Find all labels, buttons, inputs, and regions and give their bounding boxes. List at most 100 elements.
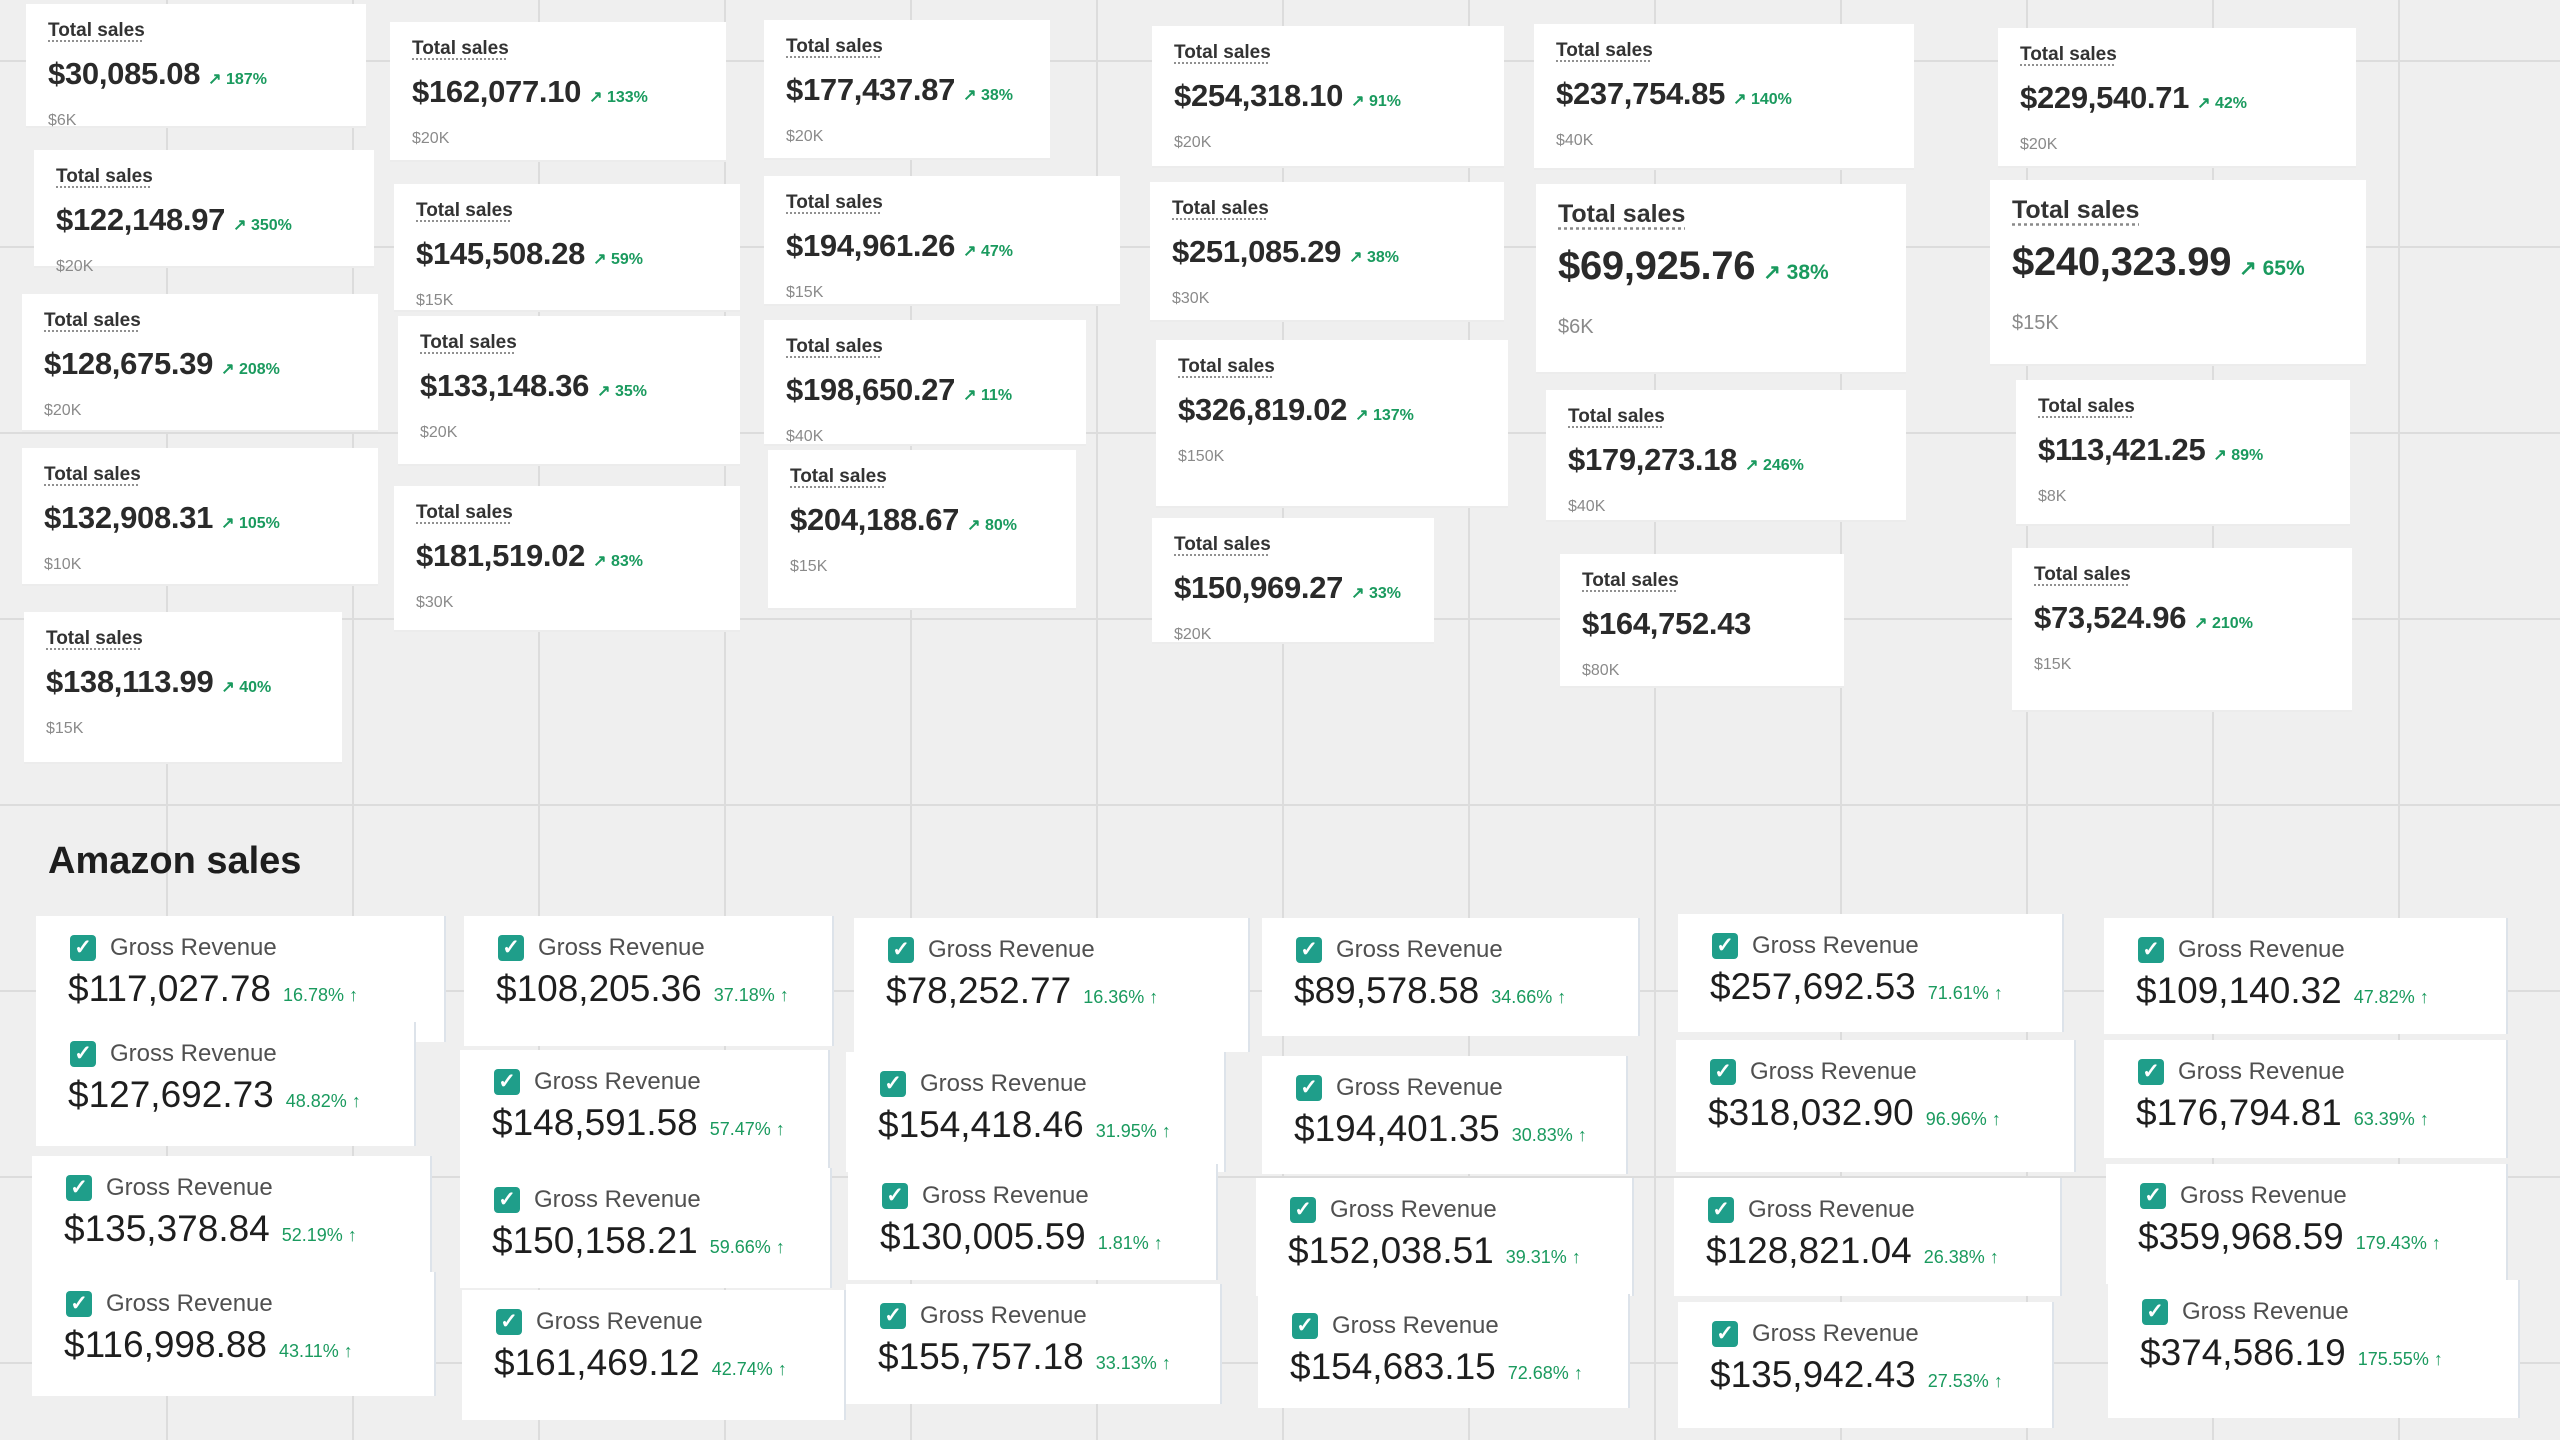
total-sales-label: Total sales: [416, 502, 513, 523]
gross-revenue-header: ✓ Gross Revenue: [1712, 932, 1919, 960]
gross-revenue-card[interactable]: ✓ Gross Revenue $154,418.46 31.95% ↑: [846, 1052, 1226, 1172]
total-sales-value: $179,273.18: [1568, 442, 1738, 477]
total-sales-card: Total sales $194,961.26 ↗ 47% $15K: [764, 176, 1120, 306]
checkbox-checked-icon[interactable]: ✓: [880, 1303, 906, 1329]
gross-revenue-card[interactable]: ✓ Gross Revenue $374,586.19 175.55% ↑: [2108, 1280, 2520, 1418]
gross-revenue-card[interactable]: ✓ Gross Revenue $127,692.73 48.82% ↑: [36, 1022, 416, 1146]
gross-revenue-card[interactable]: ✓ Gross Revenue $155,757.18 33.13% ↑: [846, 1284, 1222, 1404]
checkbox-checked-icon[interactable]: ✓: [1710, 1059, 1736, 1085]
gross-revenue-card[interactable]: ✓ Gross Revenue $148,591.58 57.47% ↑: [460, 1050, 830, 1168]
gross-revenue-change: 175.55% ↑: [2357, 1349, 2443, 1369]
gross-revenue-card[interactable]: ✓ Gross Revenue $89,578.58 34.66% ↑: [1262, 918, 1640, 1036]
total-sales-label: Total sales: [412, 38, 509, 59]
total-sales-value: $240,323.99: [2012, 240, 2232, 284]
gross-revenue-label: Gross Revenue: [1752, 1320, 1919, 1347]
gross-revenue-value: $130,005.59: [880, 1216, 1086, 1257]
gross-revenue-header: ✓ Gross Revenue: [2142, 1298, 2349, 1326]
gross-revenue-change: 59.66% ↑: [709, 1237, 785, 1257]
total-sales-card: Total sales $132,908.31 ↗ 105% $10K: [22, 448, 378, 586]
gross-revenue-value: $117,027.78: [68, 968, 272, 1009]
gross-revenue-card[interactable]: ✓ Gross Revenue $359,968.59 179.43% ↑: [2106, 1164, 2508, 1284]
total-sales-change: ↗ 38%: [1349, 249, 1399, 266]
checkbox-checked-icon[interactable]: ✓: [888, 937, 914, 963]
checkbox-checked-icon[interactable]: ✓: [1712, 1321, 1738, 1347]
checkbox-checked-icon[interactable]: ✓: [882, 1183, 908, 1209]
total-sales-row: $128,675.39 ↗ 208%: [44, 346, 280, 382]
checkbox-checked-icon[interactable]: ✓: [880, 1071, 906, 1097]
gross-revenue-change: 179.43% ↑: [2355, 1233, 2441, 1253]
axis-tick-label: $20K: [420, 424, 458, 441]
gross-revenue-label: Gross Revenue: [536, 1308, 703, 1335]
checkbox-checked-icon[interactable]: ✓: [494, 1069, 520, 1095]
gross-revenue-card[interactable]: ✓ Gross Revenue $318,032.90 96.96% ↑: [1676, 1040, 2076, 1172]
axis-tick-label: $30K: [1172, 290, 1210, 307]
checkbox-checked-icon[interactable]: ✓: [2142, 1299, 2168, 1325]
checkbox-checked-icon[interactable]: ✓: [1712, 933, 1738, 959]
gross-revenue-header: ✓ Gross Revenue: [880, 1070, 1087, 1098]
total-sales-change: ↗ 42%: [2197, 95, 2247, 112]
total-sales-value: $30,085.08: [48, 56, 201, 91]
total-sales-label: Total sales: [1582, 570, 1679, 591]
gross-revenue-header: ✓ Gross Revenue: [70, 934, 277, 962]
axis-tick-label: $150K: [1178, 448, 1225, 465]
gross-revenue-card[interactable]: ✓ Gross Revenue $135,942.43 27.53% ↑: [1678, 1302, 2054, 1428]
gross-revenue-label: Gross Revenue: [2178, 936, 2345, 963]
gross-revenue-card[interactable]: ✓ Gross Revenue $176,794.81 63.39% ↑: [2104, 1040, 2508, 1158]
checkbox-checked-icon[interactable]: ✓: [1292, 1313, 1318, 1339]
checkbox-checked-icon[interactable]: ✓: [2140, 1183, 2166, 1209]
gross-revenue-change: 47.82% ↑: [2353, 987, 2429, 1007]
total-sales-change: ↗ 35%: [597, 383, 647, 400]
checkbox-checked-icon[interactable]: ✓: [498, 935, 524, 961]
checkbox-checked-icon[interactable]: ✓: [70, 935, 96, 961]
total-sales-label: Total sales: [1558, 200, 1686, 228]
total-sales-value: $122,148.97: [56, 202, 226, 237]
checkbox-checked-icon[interactable]: ✓: [494, 1187, 520, 1213]
gross-revenue-label: Gross Revenue: [920, 1070, 1087, 1097]
gross-revenue-card[interactable]: ✓ Gross Revenue $109,140.32 47.82% ↑: [2104, 918, 2508, 1034]
checkbox-checked-icon[interactable]: ✓: [1296, 1075, 1322, 1101]
total-sales-change: ↗ 91%: [1351, 93, 1401, 110]
total-sales-row: $145,508.28 ↗ 59%: [416, 236, 643, 272]
gross-revenue-card[interactable]: ✓ Gross Revenue $161,469.12 42.74% ↑: [462, 1290, 846, 1420]
total-sales-label: Total sales: [2012, 196, 2140, 224]
total-sales-change: ↗ 83%: [593, 553, 643, 570]
axis-tick-label: $20K: [1174, 626, 1212, 643]
gross-revenue-card[interactable]: ✓ Gross Revenue $257,692.53 71.61% ↑: [1678, 914, 2064, 1032]
checkbox-checked-icon[interactable]: ✓: [496, 1309, 522, 1335]
gross-revenue-card[interactable]: ✓ Gross Revenue $116,998.88 43.11% ↑: [32, 1272, 436, 1396]
total-sales-value: $254,318.10: [1174, 78, 1344, 113]
checkbox-checked-icon[interactable]: ✓: [2138, 937, 2164, 963]
gross-revenue-card[interactable]: ✓ Gross Revenue $108,205.36 37.18% ↑: [464, 916, 834, 1046]
gross-revenue-card[interactable]: ✓ Gross Revenue $130,005.59 1.81% ↑: [848, 1164, 1218, 1280]
gross-revenue-card[interactable]: ✓ Gross Revenue $117,027.78 16.78% ↑: [36, 916, 446, 1042]
total-sales-change: ↗ 59%: [593, 251, 643, 268]
axis-tick-label: $20K: [44, 402, 82, 419]
checkbox-checked-icon[interactable]: ✓: [1290, 1197, 1316, 1223]
total-sales-change: ↗ 137%: [1355, 407, 1414, 424]
gross-revenue-label: Gross Revenue: [534, 1068, 701, 1095]
checkbox-checked-icon[interactable]: ✓: [70, 1041, 96, 1067]
total-sales-value: $204,188.67: [790, 502, 960, 537]
gross-revenue-header: ✓ Gross Revenue: [2140, 1182, 2347, 1210]
total-sales-label: Total sales: [1556, 40, 1653, 61]
checkbox-checked-icon[interactable]: ✓: [1296, 937, 1322, 963]
gross-revenue-card[interactable]: ✓ Gross Revenue $78,252.77 16.36% ↑: [854, 918, 1250, 1052]
gross-revenue-card[interactable]: ✓ Gross Revenue $154,683.15 72.68% ↑: [1258, 1294, 1630, 1408]
total-sales-value: $138,113.99: [46, 664, 214, 699]
total-sales-change: ↗ 40%: [221, 679, 272, 696]
total-sales-change: ↗ 33%: [1351, 585, 1401, 602]
checkbox-checked-icon[interactable]: ✓: [66, 1291, 92, 1317]
total-sales-value: $237,754.85: [1556, 76, 1726, 111]
checkbox-checked-icon[interactable]: ✓: [66, 1175, 92, 1201]
total-sales-row: $198,650.27 ↗ 11%: [786, 372, 1012, 408]
checkbox-checked-icon[interactable]: ✓: [2138, 1059, 2164, 1085]
gross-revenue-card[interactable]: ✓ Gross Revenue $152,038.51 39.31% ↑: [1256, 1178, 1634, 1296]
total-sales-card: Total sales $73,524.96 ↗ 210% $15K: [2012, 548, 2352, 712]
gross-revenue-card[interactable]: ✓ Gross Revenue $128,821.04 26.38% ↑: [1674, 1178, 2062, 1296]
gross-revenue-card[interactable]: ✓ Gross Revenue $150,158.21 59.66% ↑: [460, 1168, 832, 1288]
gross-revenue-row: $130,005.59 1.81% ↑: [880, 1216, 1163, 1258]
gross-revenue-card[interactable]: ✓ Gross Revenue $135,378.84 52.19% ↑: [32, 1156, 432, 1280]
total-sales-label: Total sales: [56, 166, 153, 187]
checkbox-checked-icon[interactable]: ✓: [1708, 1197, 1734, 1223]
gross-revenue-card[interactable]: ✓ Gross Revenue $194,401.35 30.83% ↑: [1262, 1056, 1628, 1174]
